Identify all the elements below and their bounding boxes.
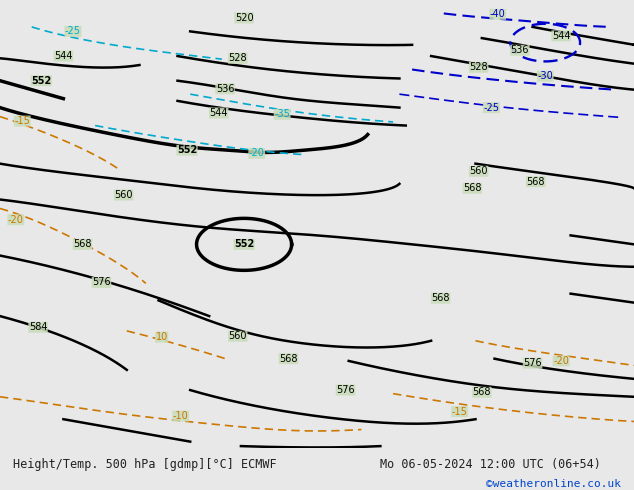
- Text: 584: 584: [29, 322, 48, 332]
- Text: ©weatheronline.co.uk: ©weatheronline.co.uk: [486, 479, 621, 489]
- Text: 568: 568: [463, 183, 482, 194]
- Text: 544: 544: [54, 51, 73, 61]
- Text: -25: -25: [65, 26, 81, 36]
- Text: 576: 576: [92, 277, 111, 288]
- Text: 544: 544: [209, 108, 228, 118]
- Text: Height/Temp. 500 hPa [gdmp][°C] ECMWF: Height/Temp. 500 hPa [gdmp][°C] ECMWF: [13, 458, 276, 471]
- Text: 568: 568: [431, 293, 450, 303]
- Text: 544: 544: [552, 31, 571, 41]
- Text: -20: -20: [8, 215, 24, 225]
- Text: Mo 06-05-2024 12:00 UTC (06+54): Mo 06-05-2024 12:00 UTC (06+54): [380, 458, 601, 471]
- Text: 528: 528: [228, 53, 247, 63]
- Text: -35: -35: [274, 109, 290, 120]
- Text: 568: 568: [73, 239, 92, 249]
- Text: 536: 536: [510, 45, 529, 55]
- Text: -15: -15: [451, 407, 468, 416]
- Text: -15: -15: [14, 116, 30, 126]
- Text: -20: -20: [553, 356, 569, 366]
- Text: 10: 10: [155, 332, 168, 342]
- Text: 576: 576: [336, 385, 355, 395]
- Text: 536: 536: [216, 84, 235, 94]
- Text: -20: -20: [249, 148, 265, 158]
- Text: 520: 520: [235, 13, 254, 23]
- Text: -25: -25: [483, 102, 500, 113]
- Text: 552: 552: [234, 239, 254, 249]
- Text: -10: -10: [173, 411, 188, 421]
- Text: 568: 568: [472, 387, 491, 397]
- Text: 528: 528: [469, 62, 488, 72]
- Text: -40: -40: [490, 9, 505, 19]
- Text: 552: 552: [177, 145, 197, 155]
- Text: 560: 560: [114, 190, 133, 200]
- Text: 552: 552: [31, 75, 51, 86]
- Text: 560: 560: [228, 331, 247, 341]
- Text: 576: 576: [523, 358, 542, 368]
- Text: 568: 568: [279, 354, 298, 364]
- Text: -30: -30: [538, 71, 553, 81]
- Text: 560: 560: [469, 166, 488, 176]
- Text: 568: 568: [526, 176, 545, 187]
